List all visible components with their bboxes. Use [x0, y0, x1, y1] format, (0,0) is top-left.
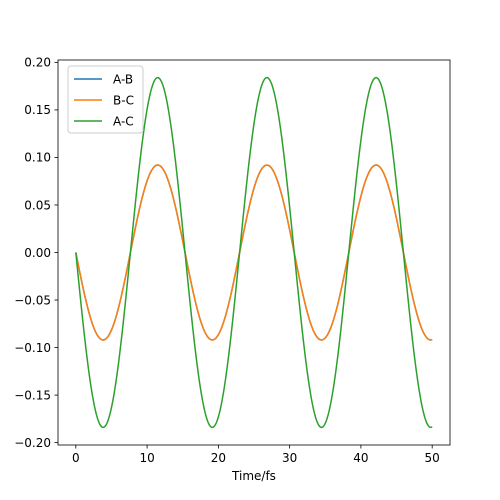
y-tick-label: −0.15	[14, 388, 51, 402]
legend: A-B B-C A-C	[67, 65, 144, 134]
y-axis: −0.20 −0.15 −0.10 −0.05 0.00 0.05 0.10 0.15 0.20	[14, 56, 58, 450]
y-tick-label: 0.10	[24, 151, 51, 165]
legend-label-b-c: B-C	[113, 94, 134, 108]
legend-label-a-b: A-B	[113, 73, 133, 87]
x-tick-label: 50	[425, 451, 440, 465]
x-tick-label: 10	[139, 451, 154, 465]
y-tick-label: −0.10	[14, 341, 51, 355]
series-line-a-c	[75, 76, 433, 429]
x-axis: 0 10 20 30 40 50	[72, 445, 440, 465]
x-tick-label: 40	[353, 451, 368, 465]
x-tick-label: 0	[72, 451, 80, 465]
legend-box	[67, 65, 144, 134]
x-tick-label: 30	[282, 451, 297, 465]
y-tick-label: 0.05	[24, 198, 51, 212]
y-tick-label: 0.20	[24, 56, 51, 70]
legend-label-a-c: A-C	[113, 115, 134, 129]
series-line-b-c	[75, 164, 433, 341]
y-tick-label: −0.20	[14, 436, 51, 450]
x-axis-label: Time/fs	[231, 469, 276, 483]
x-tick-label: 20	[211, 451, 226, 465]
y-tick-label: 0.00	[24, 246, 51, 260]
y-tick-label: 0.15	[24, 103, 51, 117]
y-tick-label: −0.05	[14, 293, 51, 307]
series-layer	[75, 76, 433, 429]
